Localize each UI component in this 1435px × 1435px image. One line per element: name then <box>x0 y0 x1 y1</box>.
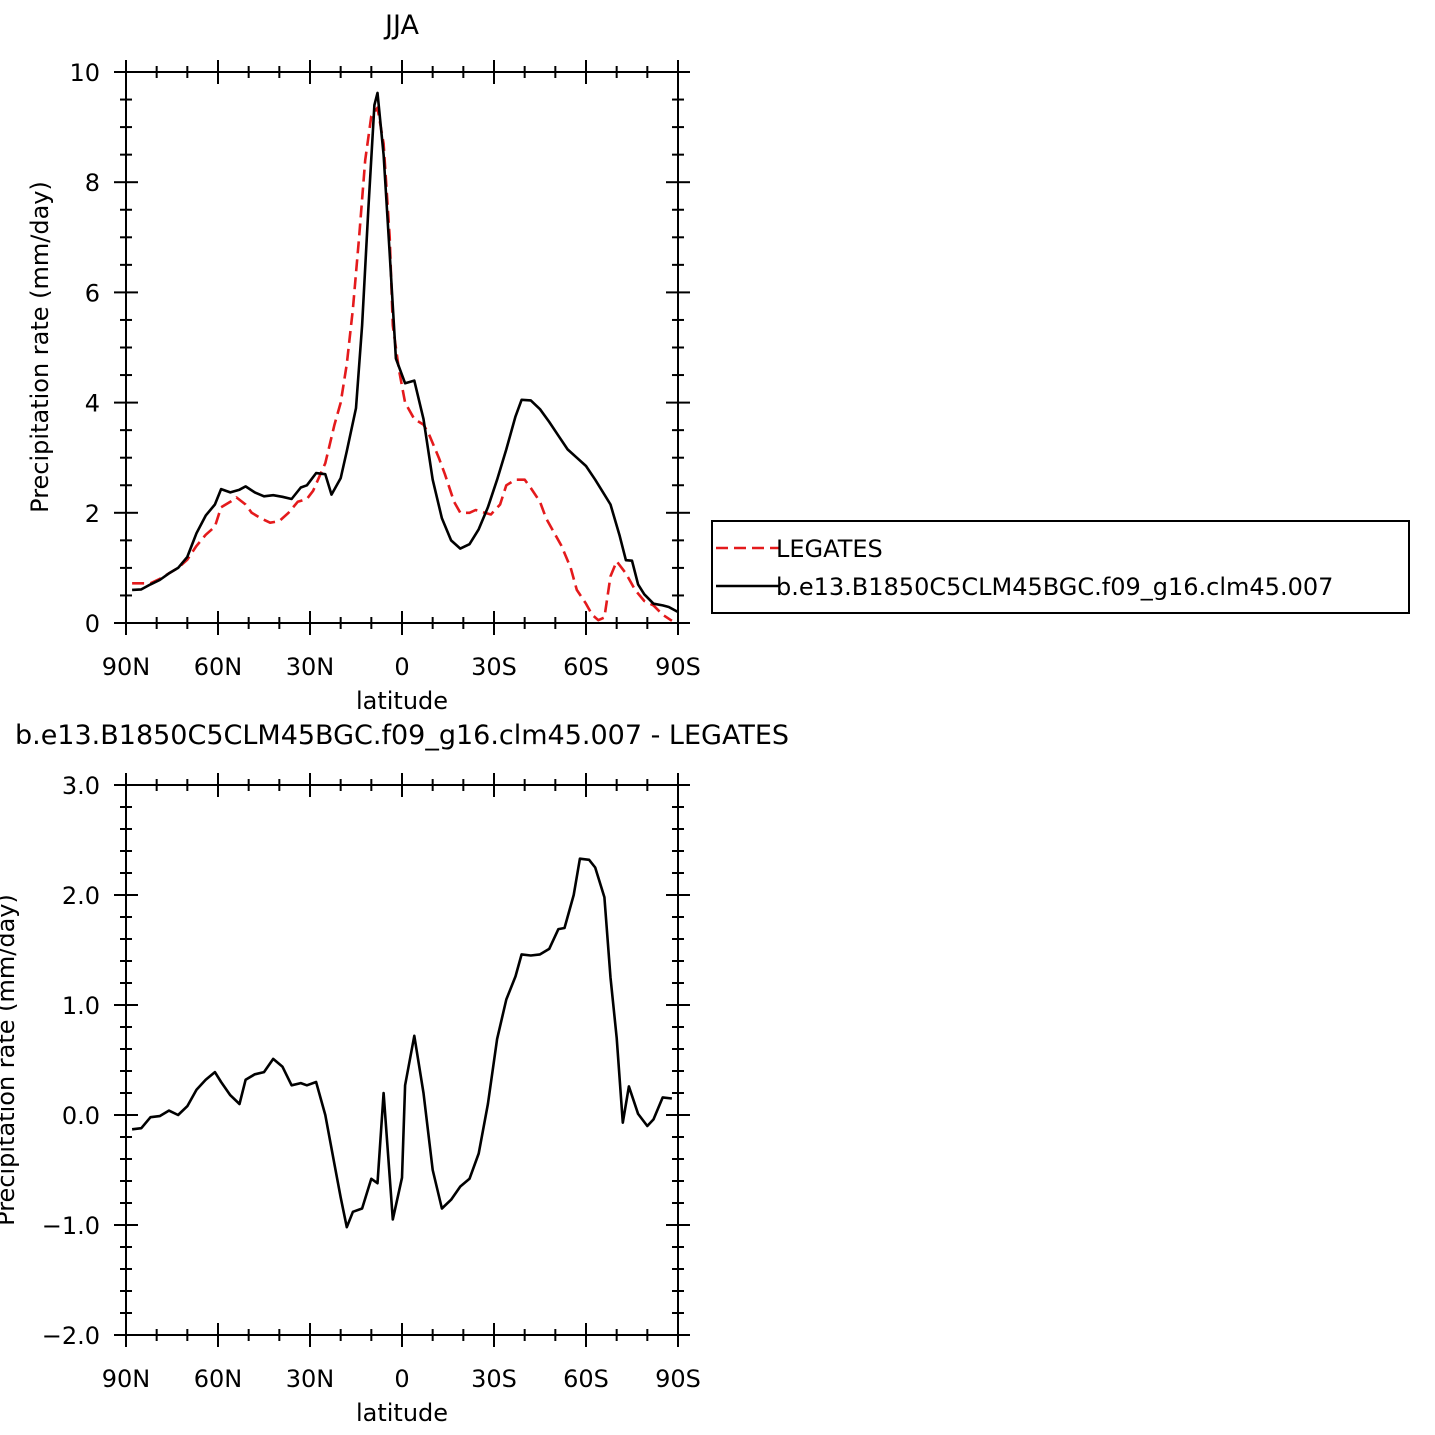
y-tick-label: −1.0 <box>42 1212 100 1240</box>
x-tick-label: 90N <box>102 653 151 681</box>
legend-entry: LEGATES <box>776 535 883 563</box>
y-tick-label: 3.0 <box>62 772 100 800</box>
x-tick-label: 60N <box>194 653 243 681</box>
chart-title: b.e13.B1850C5CLM45BGC.f09_g16.clm45.007 … <box>15 720 789 751</box>
series-line-model <box>132 91 679 614</box>
legend-box <box>711 520 1410 614</box>
y-tick-label: 6 <box>85 279 100 307</box>
y-axis-label: Precipitation rate (mm/day) <box>0 894 20 1226</box>
y-tick-label: −2.0 <box>42 1322 100 1350</box>
y-tick-label: 2.0 <box>62 882 100 910</box>
x-tick-label: 30S <box>471 1365 517 1393</box>
series-line-legates <box>132 106 673 622</box>
x-tick-label: 90S <box>655 1365 701 1393</box>
y-tick-label: 10 <box>69 59 100 87</box>
legend: LEGATES b.e13.B1850C5CLM45BGC.f09_g16.clm… <box>711 520 1410 614</box>
y-tick-label: 8 <box>85 169 100 197</box>
x-tick-label: 60N <box>194 1365 243 1393</box>
bottom-panel: b.e13.B1850C5CLM45BGC.f09_g16.clm45.007 … <box>0 720 789 1427</box>
chart-title: JJA <box>383 10 419 41</box>
y-tick-label: 4 <box>85 390 100 418</box>
x-tick-label: 60S <box>563 1365 609 1393</box>
y-tick-label: 0.0 <box>62 1102 100 1130</box>
y-tick-label: 0 <box>85 610 100 638</box>
x-axis-label: latitude <box>356 687 448 715</box>
series-line-model <box>131 857 673 1229</box>
x-tick-label: 90N <box>102 1365 151 1393</box>
y-tick-label: 2 <box>85 500 100 528</box>
y-axis-label: Precipitation rate (mm/day) <box>26 181 54 513</box>
legend-entry: b.e13.B1850C5CLM45BGC.f09_g16.clm45.007 <box>776 573 1333 601</box>
x-tick-label: 60S <box>563 653 609 681</box>
y-tick-label: 1.0 <box>62 992 100 1020</box>
x-tick-label: 90S <box>655 653 701 681</box>
x-tick-label: 0 <box>394 653 409 681</box>
x-tick-label: 30N <box>286 653 335 681</box>
top-panel: JJA latitude Precipitation rate (mm/day) 90… <box>26 10 701 715</box>
x-tick-label: 30N <box>286 1365 335 1393</box>
x-axis-label: latitude <box>356 1399 448 1427</box>
x-tick-label: 0 <box>394 1365 409 1393</box>
plot-frame <box>125 71 679 624</box>
x-tick-label: 30S <box>471 653 517 681</box>
